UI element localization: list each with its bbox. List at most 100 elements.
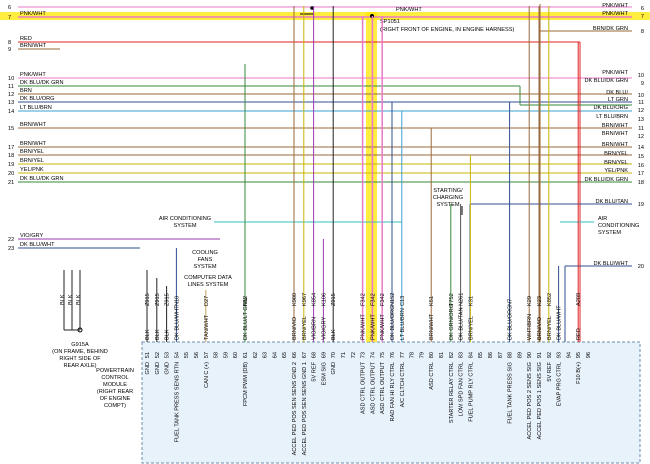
module-label: POWERTRAIN [96, 368, 134, 374]
pin-function: GND [155, 362, 161, 374]
pin-circuit: F342 [380, 293, 386, 306]
pin-number: 89 [517, 352, 523, 358]
right-wire-label: PNK/WHT [602, 3, 628, 9]
pin-circuit: Z915 [331, 293, 337, 306]
left-wire-label: DK BLU/DK GRN [20, 80, 64, 86]
system-label: COMPUTER DATA [184, 275, 232, 281]
pin-function: RAD FAN HI RLY CTRL [390, 362, 396, 421]
pin-function: FPCM PWM (DB) [243, 362, 249, 406]
left-wire-label: PNK/WHT [20, 72, 46, 78]
left-pin: 10 [8, 76, 14, 82]
module-label: COMPT) [104, 403, 126, 409]
pin-wire-color: BRN/YEL [468, 316, 474, 340]
right-pin: 20 [638, 264, 644, 270]
right-wire-label: PNK/WHT [602, 70, 628, 76]
pin-circuit: Z915 [155, 293, 161, 306]
right-pin: 9 [641, 81, 644, 87]
pin-function: ASD CTRL OUTPUT [380, 361, 386, 414]
pin-wire-color: WHT/BRN [527, 314, 533, 340]
pin-number: 75 [380, 352, 386, 358]
pin-function: ASD CTRL [429, 362, 435, 390]
pin-circuit: F342 [361, 293, 367, 306]
pin-circuit: N261 [459, 293, 465, 306]
pin-number: 82 [449, 352, 455, 358]
pin-wire-color: DK BLU/WHT [557, 305, 563, 340]
ground-wire-label: BLK [68, 294, 74, 305]
right-wire-label: YEL/PNK [604, 168, 628, 174]
top-wire-label: PNK/WHT [396, 7, 422, 13]
pin-number: 95 [576, 352, 582, 358]
splice-note: (RIGHT FRONT OF ENGINE, IN ENGINE HARNES… [380, 27, 515, 33]
pin-circuit: T752 [449, 293, 455, 306]
module-label: CONTROL [101, 375, 128, 381]
right-wire-label: BRN/WHT [602, 131, 629, 137]
pin-number: 60 [233, 352, 239, 358]
pin-function: FUEL PUMP RLY CTRL [468, 362, 474, 422]
pin-number: 94 [566, 352, 572, 358]
system-label: SYSTEM [173, 223, 196, 229]
pin-wire-color: PNK/WHT [380, 314, 386, 340]
pin-wire-color: DK BLU/TAN [459, 307, 465, 340]
left-wire-label: RED [20, 36, 32, 42]
right-wire-label: BRN/WHT [602, 123, 629, 129]
right-wire-label: BRN/YEL [604, 160, 628, 166]
pin-wire-color: DK BLU/LT GRN [243, 298, 249, 340]
right-pin: 13 [638, 117, 644, 123]
pin-number: 81 [439, 352, 445, 358]
system-label: SYSTEM [436, 202, 459, 208]
pin-number: 74 [370, 352, 376, 358]
module-label: (RIGHT REAR [97, 389, 133, 395]
pin-function: EVAP PRG CTRL [557, 362, 563, 406]
pin-wire-color: VIO/BRN [312, 317, 318, 340]
right-pin: 12 [638, 108, 644, 114]
pin-number: 66 [292, 352, 298, 358]
right-pin: 17 [638, 171, 644, 177]
left-wire-label: BRN/YEL [20, 149, 44, 155]
pin-number: 77 [400, 352, 406, 358]
pin-function: ACCEL PED POS 1 SENS SIG [537, 362, 543, 440]
highlight-band [0, 12, 650, 20]
left-pin: 11 [8, 84, 14, 90]
pin-wire-color: BRN/VIO [292, 316, 298, 340]
pin-function: ASD CTRL OUTPUT [370, 361, 376, 414]
pin-function: ACCEL PED POS SEN SENS GND 1 [302, 362, 308, 455]
pin-circuit: N10 [174, 296, 180, 306]
pin-number: 55 [184, 352, 190, 358]
splice-label: SP1051 [380, 19, 400, 25]
right-pin: 18 [638, 180, 644, 186]
right-wire-label: BRN/YEL [604, 151, 628, 157]
pin-wire-color: BLK [331, 329, 337, 340]
pin-circuit: F342 [370, 293, 376, 306]
pin-function: 5V REF [312, 361, 318, 381]
system-label: SYSTEM [598, 230, 621, 236]
right-pin: 19 [638, 202, 644, 208]
pin-number: 91 [537, 352, 543, 358]
pin-number: 53 [165, 352, 171, 358]
right-pin: 12 [638, 134, 644, 140]
pin-circuit: N152 [390, 293, 396, 306]
pin-number: 88 [508, 352, 514, 358]
right-pin: 6 [641, 6, 644, 12]
pin-circuit: N7 [508, 299, 514, 306]
pin-circuit: K967 [302, 293, 308, 306]
pin-wire-color: BLK [165, 329, 171, 340]
pin-circuit: K23 [537, 296, 543, 306]
right-wire-label: LT BLU/BRN [596, 114, 628, 120]
pin-function: 5V REF [547, 361, 553, 381]
pin-function: GND [145, 362, 151, 374]
pin-function: STARTER RELAY CTRL [449, 362, 455, 423]
ground-wire-label: BLK [76, 294, 82, 305]
highlight-band [366, 12, 377, 342]
pin-wire-color: BRN/YEL [547, 316, 553, 340]
ground-label: G915A [71, 342, 89, 348]
left-wire-label: BRN/YEL [20, 158, 44, 164]
system-label: CONDITIONING [598, 223, 639, 229]
right-pin: 8 [641, 29, 644, 35]
right-pin: 14 [638, 145, 644, 151]
pin-number: 73 [361, 352, 367, 358]
pin-circuit: K854 [312, 293, 318, 306]
left-pin: 22 [8, 237, 14, 243]
pin-number: 62 [253, 352, 259, 358]
system-label: COOLING [192, 250, 218, 256]
